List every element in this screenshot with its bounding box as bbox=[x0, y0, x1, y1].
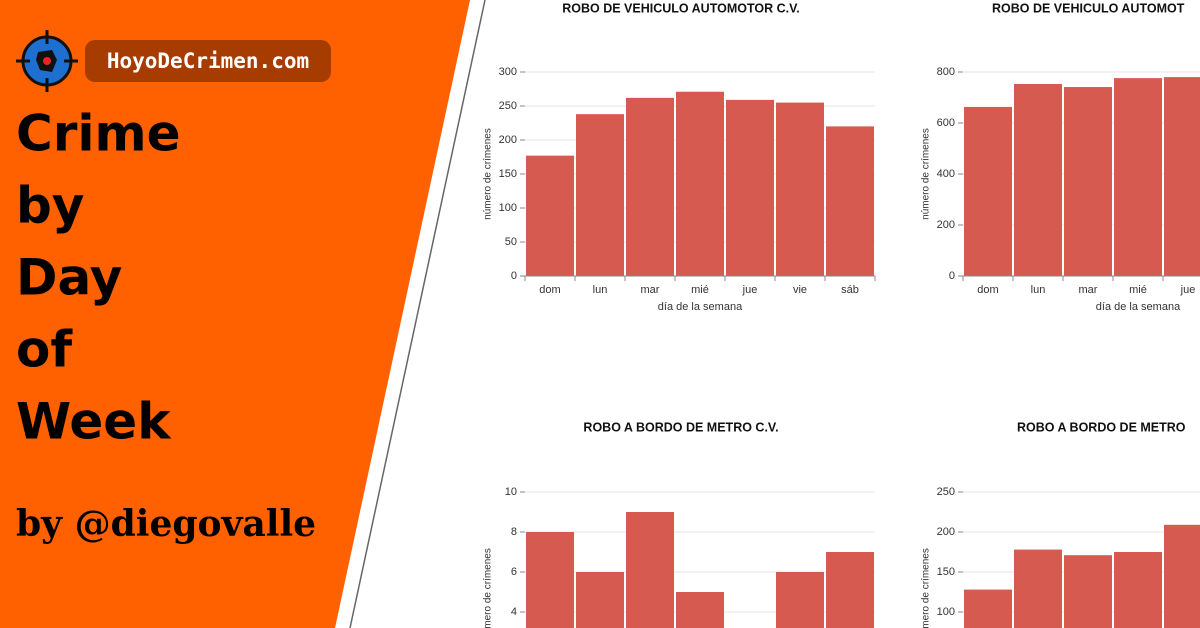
y-tick-label: 50 bbox=[505, 236, 517, 248]
bar bbox=[826, 126, 874, 277]
y-tick-label: 200 bbox=[937, 219, 955, 231]
title-line: of bbox=[16, 321, 73, 379]
bar bbox=[776, 572, 824, 628]
y-tick-label: 300 bbox=[499, 66, 517, 78]
bar bbox=[1164, 77, 1200, 276]
y-tick-label: 8 bbox=[511, 526, 517, 538]
bar bbox=[626, 97, 674, 276]
y-axis-label: número de crímenes bbox=[921, 548, 932, 628]
bar bbox=[676, 592, 724, 628]
bar bbox=[1064, 555, 1112, 628]
bar bbox=[1064, 87, 1112, 276]
title-line: Day bbox=[16, 249, 122, 307]
banner bbox=[0, 0, 470, 628]
x-tick-label: jue bbox=[1180, 284, 1196, 296]
divider bbox=[349, 0, 486, 628]
y-tick-label: 250 bbox=[937, 486, 955, 498]
bar bbox=[526, 155, 574, 276]
bar bbox=[526, 532, 574, 628]
y-tick-label: 6 bbox=[511, 566, 517, 578]
x-tick-label: mar bbox=[641, 284, 660, 296]
y-tick-label: 400 bbox=[937, 168, 955, 180]
x-tick-label: jue bbox=[742, 284, 758, 296]
charts: ROBO DE VEHICULO AUTOMOTOR C.V.050100150… bbox=[483, 1, 1200, 628]
y-tick-label: 200 bbox=[499, 134, 517, 146]
bar bbox=[676, 91, 724, 276]
chart-title: ROBO DE VEHICULO AUTOMOT bbox=[992, 1, 1185, 15]
bar bbox=[776, 102, 824, 276]
y-axis-label: número de crímenes bbox=[483, 128, 494, 220]
y-tick-label: 800 bbox=[937, 66, 955, 78]
x-tick-label: vie bbox=[793, 284, 807, 296]
x-tick-label: mié bbox=[691, 284, 709, 296]
chart-title: ROBO A BORDO DE METRO C.V. bbox=[583, 420, 778, 434]
title: Crime by Day of Week bbox=[16, 105, 181, 451]
bar bbox=[826, 552, 874, 628]
bar bbox=[1114, 78, 1162, 277]
bar bbox=[1014, 83, 1062, 276]
y-tick-label: 150 bbox=[499, 168, 517, 180]
bar bbox=[626, 512, 674, 628]
chart-title: ROBO A BORDO DE METRO bbox=[1017, 420, 1186, 434]
y-axis-label: número de crímenes bbox=[921, 128, 932, 220]
y-tick-label: 100 bbox=[937, 606, 955, 618]
x-tick-label: lun bbox=[1031, 284, 1046, 296]
title-line: Crime bbox=[16, 105, 181, 163]
brand-pill bbox=[85, 40, 331, 82]
byline: by @diegovalle bbox=[16, 503, 316, 545]
bar bbox=[1164, 524, 1200, 628]
bar bbox=[576, 572, 624, 628]
bar bbox=[1014, 549, 1062, 628]
x-axis-label: día de la semana bbox=[1096, 301, 1181, 313]
bar bbox=[964, 106, 1012, 276]
x-tick-label: sáb bbox=[841, 284, 859, 296]
bar bbox=[726, 99, 774, 276]
y-tick-label: 250 bbox=[499, 100, 517, 112]
x-tick-label: mar bbox=[1079, 284, 1098, 296]
title-line: Week bbox=[16, 393, 172, 451]
bar bbox=[1114, 552, 1162, 628]
logo bbox=[16, 30, 78, 92]
x-tick-label: mié bbox=[1129, 284, 1147, 296]
y-tick-label: 0 bbox=[511, 270, 517, 282]
y-tick-label: 10 bbox=[505, 486, 517, 498]
y-tick-label: 100 bbox=[499, 202, 517, 214]
x-tick-label: lun bbox=[593, 284, 608, 296]
y-tick-label: 600 bbox=[937, 117, 955, 129]
bar bbox=[964, 589, 1012, 628]
chart-title: ROBO DE VEHICULO AUTOMOTOR C.V. bbox=[562, 1, 800, 15]
y-axis-label: número de crímenes bbox=[483, 548, 494, 628]
y-tick-label: 200 bbox=[937, 526, 955, 538]
y-tick-label: 4 bbox=[511, 606, 517, 618]
x-tick-label: dom bbox=[539, 284, 560, 296]
bar bbox=[576, 114, 624, 276]
y-tick-label: 150 bbox=[937, 566, 955, 578]
x-axis-label: día de la semana bbox=[658, 301, 743, 313]
brand: HoyoDeCrimen.com bbox=[107, 49, 309, 73]
y-tick-label: 0 bbox=[949, 270, 955, 282]
title-line: by bbox=[16, 177, 84, 235]
x-tick-label: dom bbox=[977, 284, 998, 296]
